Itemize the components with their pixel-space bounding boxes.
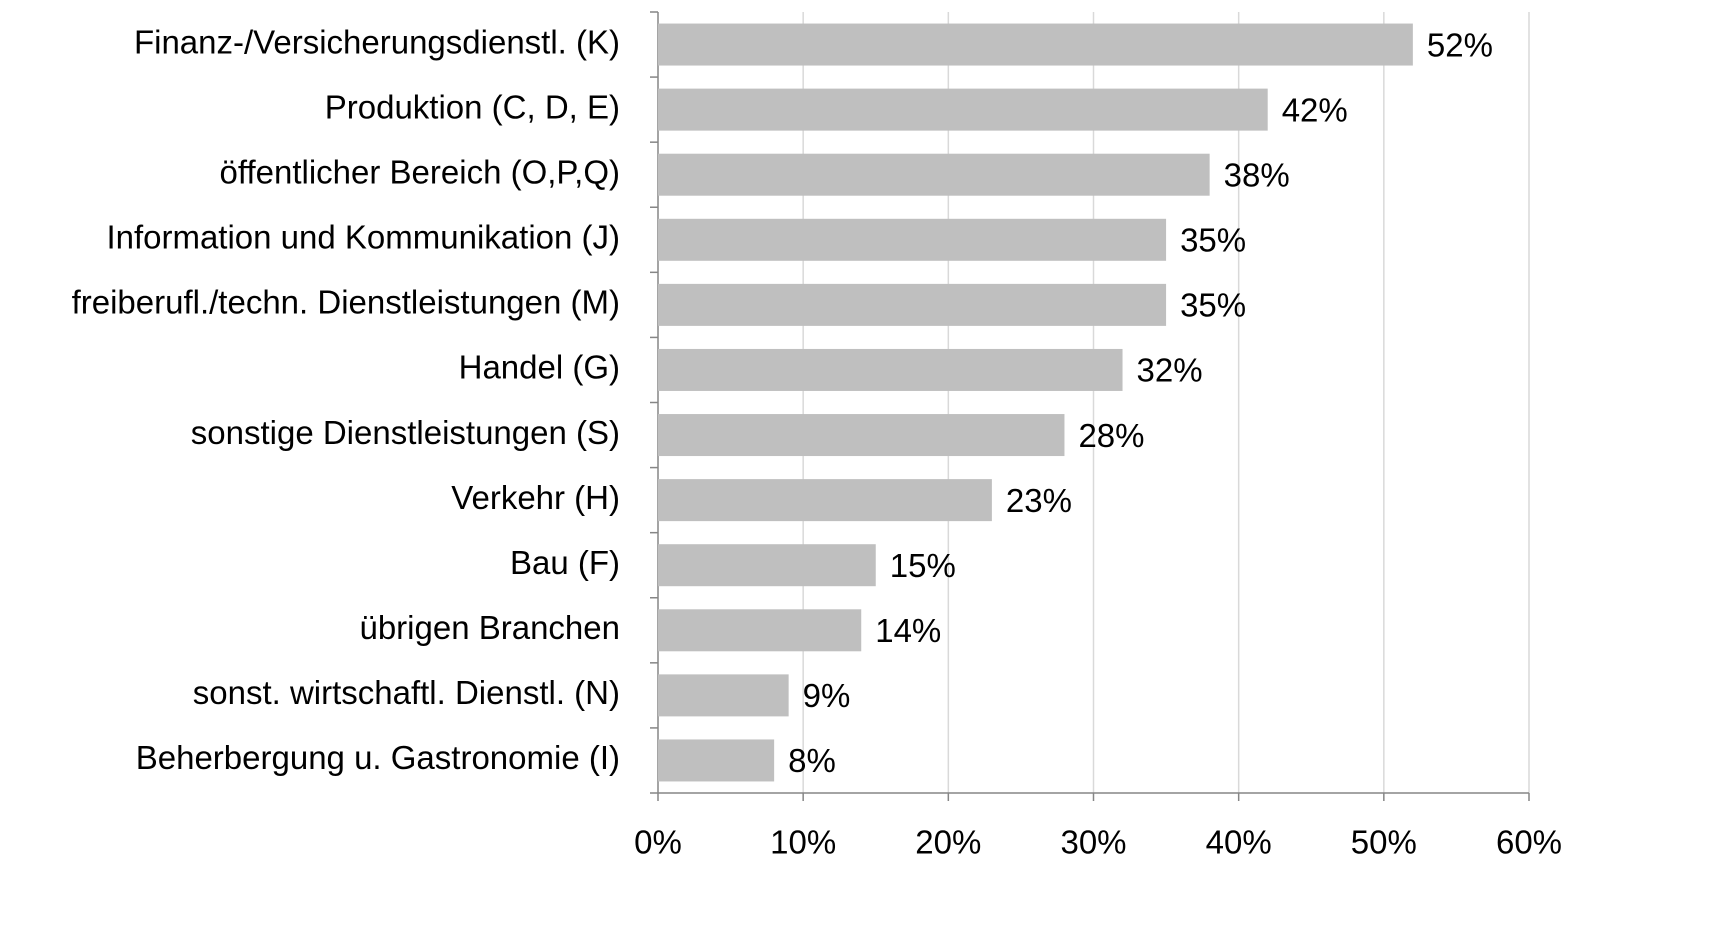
value-label: 35% <box>1180 287 1246 324</box>
y-tick-label: öffentlicher Bereich (O,P,Q) <box>220 153 620 190</box>
bar <box>658 88 1268 131</box>
bar <box>658 479 992 522</box>
y-tick-label: Produktion (C, D, E) <box>325 88 620 125</box>
x-tick-label: 60% <box>1496 824 1562 861</box>
y-tick-label: Beherbergung u. Gastronomie (I) <box>136 739 620 776</box>
y-tick-label: Information und Kommunikation (J) <box>106 219 620 256</box>
bar <box>658 414 1065 457</box>
x-tick-label: 50% <box>1351 824 1417 861</box>
bar <box>658 348 1123 391</box>
bar <box>658 218 1167 261</box>
bar <box>658 23 1413 66</box>
value-label: 32% <box>1137 352 1203 389</box>
value-label: 8% <box>788 742 836 779</box>
y-tick-label: Handel (G) <box>459 349 620 386</box>
y-tick-label: freiberufl./techn. Dienstleistungen (M) <box>72 284 620 321</box>
value-label: 52% <box>1427 26 1493 63</box>
bar <box>658 153 1210 196</box>
value-label: 38% <box>1224 156 1290 193</box>
bar <box>658 674 789 717</box>
x-tick-label: 20% <box>915 824 981 861</box>
x-tick-label: 40% <box>1206 824 1272 861</box>
y-tick-label: Bau (F) <box>510 544 620 581</box>
value-label: 42% <box>1282 91 1348 128</box>
y-tick-label: Verkehr (H) <box>451 479 620 516</box>
y-tick-label: übrigen Branchen <box>359 609 620 646</box>
value-label: 9% <box>803 677 851 714</box>
y-tick-label: sonstige Dienstleistungen (S) <box>191 414 620 451</box>
bar <box>658 609 862 652</box>
value-label: 14% <box>875 612 941 649</box>
value-label: 35% <box>1180 222 1246 259</box>
x-tick-label: 0% <box>634 824 682 861</box>
value-label: 15% <box>890 547 956 584</box>
x-tick-label: 10% <box>770 824 836 861</box>
bar <box>658 283 1167 326</box>
y-tick-label: Finanz-/Versicherungsdienstl. (K) <box>134 23 620 60</box>
value-label: 28% <box>1078 417 1144 454</box>
value-label: 23% <box>1006 482 1072 519</box>
x-tick-label: 30% <box>1060 824 1126 861</box>
bar <box>658 739 775 782</box>
y-tick-label: sonst. wirtschaftl. Dienstl. (N) <box>193 674 620 711</box>
bar <box>658 544 876 587</box>
